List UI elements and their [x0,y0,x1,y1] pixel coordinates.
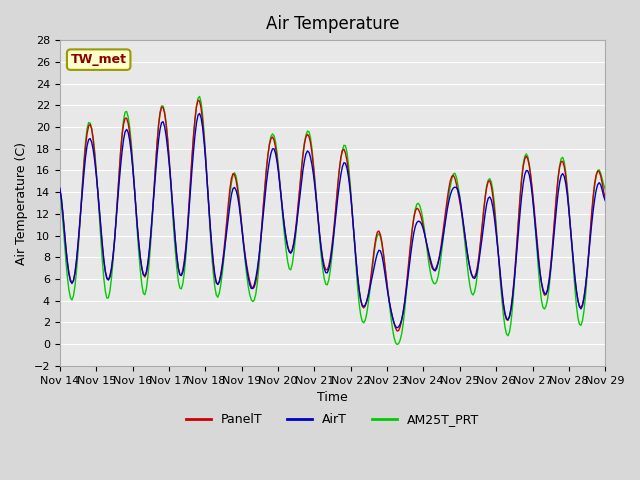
AM25T_PRT [123,108,131,114]
AM25T_PRT [393,342,401,348]
AM25T_PRT [574,315,582,321]
Legend: PanelT, AirT, AM25T_PRT: PanelT, AirT, AM25T_PRT [180,408,484,432]
Title: Air Temperature: Air Temperature [266,15,399,33]
PanelT [238,226,246,232]
AM25T_PRT [196,94,204,99]
Line: AM25T_PRT: AM25T_PRT [60,96,605,345]
AirT [238,229,246,235]
PanelT [296,183,304,189]
AM25T_PRT [296,184,304,190]
AirT [56,185,63,191]
AirT [296,193,304,199]
PanelT [602,195,609,201]
AM25T_PRT [238,226,246,232]
PanelT [393,328,401,334]
PanelT [56,186,63,192]
PanelT [123,115,131,121]
Text: TW_met: TW_met [70,53,127,66]
AM25T_PRT [602,187,609,192]
PanelT [574,298,582,303]
Y-axis label: Air Temperature (C): Air Temperature (C) [15,142,28,264]
AirT [220,252,228,258]
PanelT [194,97,202,103]
AM25T_PRT [248,297,255,302]
AirT [602,198,609,204]
AM25T_PRT [220,255,228,261]
AM25T_PRT [56,189,63,195]
AirT [393,325,401,331]
AirT [574,298,582,303]
Line: AirT: AirT [60,113,605,328]
X-axis label: Time: Time [317,391,348,404]
PanelT [248,283,255,289]
AirT [196,110,204,116]
PanelT [220,248,228,253]
AirT [248,286,255,291]
AirT [123,127,131,132]
Line: PanelT: PanelT [60,100,605,331]
